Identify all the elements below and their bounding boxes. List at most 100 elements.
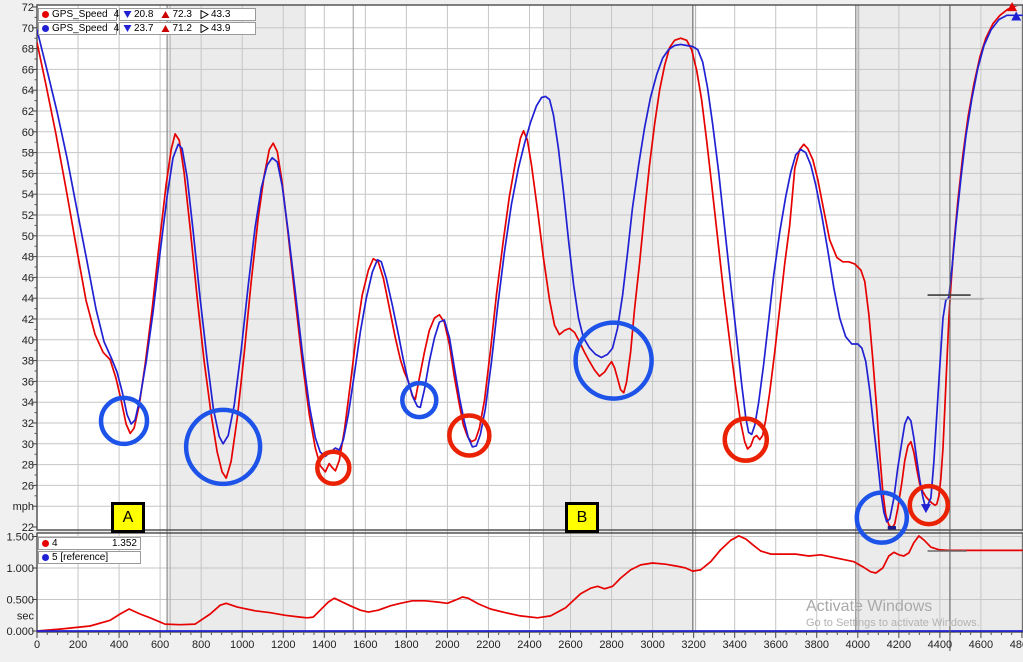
red-annotation-circle[interactable] [315, 449, 352, 486]
axis-tick-label: 28 [22, 460, 34, 472]
annotation-label-b-text: B [576, 508, 588, 526]
avg-value: 43.3 [210, 9, 231, 20]
blue-annotation-circle[interactable] [573, 320, 654, 401]
annotation-label-b[interactable]: B [565, 502, 599, 533]
axis-tick-label: 32 [22, 418, 34, 430]
axis-tick-label: 0.000 [6, 626, 34, 638]
trace-gps-speed-lap-4[interactable] [37, 4, 1022, 529]
delta-channel-2[interactable]: 5 [reference] [38, 551, 141, 564]
axis-tick-label: 2600 [558, 639, 582, 651]
series-dot-blue-icon [42, 554, 49, 561]
axis-tick-label: 1200 [271, 639, 295, 651]
channel-name: 4 [52, 538, 58, 549]
sector-separators [166, 5, 860, 632]
min-value: 23.7 [134, 23, 154, 34]
axis-tick-label: 4400 [928, 639, 952, 651]
axis-tick-label: 66 [22, 64, 34, 76]
avg-value: 43.9 [210, 23, 231, 34]
axis-tick-label: 2400 [517, 639, 541, 651]
axis-tick-label: 22 [22, 522, 34, 534]
blue-annotation-circle[interactable] [400, 380, 439, 420]
blue-annotation-circle[interactable] [98, 395, 150, 447]
series-dot-blue-icon [42, 25, 49, 32]
axis-tick-label: 200 [69, 639, 87, 651]
axis-tick-label: 0.500 [6, 595, 34, 607]
axis-tick-label: 62 [22, 106, 34, 118]
speed-stats-1[interactable]: 20.8 72.3 43.3 [119, 8, 256, 21]
axis-tick-label: 3200 [681, 639, 705, 651]
channel-name: GPS_Speed [52, 9, 108, 20]
series-dot-red-icon [42, 540, 49, 547]
axis-tick-label: 68 [22, 44, 34, 56]
avg-triangle-icon [200, 24, 209, 33]
delta-channel-1[interactable]: 4 1.352 [38, 537, 141, 550]
max-triangle-icon [161, 11, 170, 18]
axis-tick-label: 54 [22, 189, 34, 201]
axis-tick-label: 4000 [846, 639, 870, 651]
axis-tick-label: 40 [22, 335, 34, 347]
red-annotation-circle[interactable] [722, 416, 770, 463]
min-point-marker-icon [920, 504, 931, 514]
axis-tick-label: 4200 [887, 639, 911, 651]
axis-tick-label: 46 [22, 272, 34, 284]
axis-tick-label: 34 [22, 397, 34, 409]
max-point-marker-icon [1007, 2, 1018, 12]
speed-channel-2[interactable]: GPS_Speed 44.3 [38, 22, 133, 35]
axis-tick-label: 38 [22, 356, 34, 368]
max-value: 71.2 [172, 23, 192, 34]
axis-tick-label: 70 [22, 23, 34, 35]
axis-tick-label: 0 [34, 639, 40, 651]
series-dot-red-icon [42, 11, 49, 18]
speed-legend: GPS_Speed 44.4 20.8 72.3 43.3 GPS_Speed … [38, 8, 256, 35]
axis-tick-label: 36 [22, 376, 34, 388]
series-curves [36, 4, 1023, 632]
avg-triangle-icon [200, 10, 209, 19]
axis-tick-label: 1.500 [6, 532, 34, 544]
axis-tick-label: 400 [110, 639, 128, 651]
axis-tick-label: 1800 [394, 639, 418, 651]
axis-tick-label: 3600 [763, 639, 787, 651]
blue-annotation-circle[interactable] [854, 490, 910, 545]
axis-labels: 7270686664626058565452504846444240383634… [6, 2, 1023, 651]
axis-tick-label: 60 [22, 127, 34, 139]
clipped-min-marker [887, 526, 896, 530]
speed-legend-row-2: GPS_Speed 44.3 23.7 71.2 43.9 [38, 22, 256, 35]
delta-plot-border [36, 532, 1023, 633]
max-point-marker-icon [1011, 11, 1022, 21]
axis-tick-label: 1400 [312, 639, 336, 651]
max-value: 72.3 [172, 9, 192, 20]
speed-stats-2[interactable]: 23.7 71.2 43.9 [119, 22, 256, 35]
channel-value: 1.352 [111, 538, 137, 549]
red-annotation-circle[interactable] [447, 413, 492, 458]
annotation-circles [98, 320, 951, 545]
axis-tick-label: 52 [22, 210, 34, 222]
axis-tick-label: sec [17, 610, 35, 622]
delta-legend-row-1: 4 1.352 [38, 537, 141, 550]
axis-tick-label: 48 [22, 252, 34, 264]
axis-tick-label: 2200 [476, 639, 500, 651]
axis-tick-label: mph [13, 501, 34, 513]
speed-channel-1[interactable]: GPS_Speed 44.4 [38, 8, 133, 21]
axis-tick-label: 1600 [353, 639, 377, 651]
axis-tick-label: 64 [22, 85, 34, 97]
axis-tick-label: 800 [192, 639, 210, 651]
axis-tick-label: 44 [22, 293, 34, 305]
blue-annotation-circle[interactable] [183, 407, 263, 487]
axis-tick-label: 50 [22, 231, 34, 243]
axis-tick-label: 3000 [640, 639, 664, 651]
delta-legend: 4 1.352 5 [reference] [38, 537, 141, 564]
channel-name: GPS_Speed [52, 23, 108, 34]
red-annotation-circle[interactable] [907, 483, 951, 527]
axis-tick-label: 72 [22, 2, 34, 14]
trace-time-delta-lap-4[interactable] [36, 535, 1023, 632]
axis-tick-label: 42 [22, 314, 34, 326]
axis-tick-label: 3400 [722, 639, 746, 651]
annotation-label-a[interactable]: A [111, 502, 145, 533]
axis-tick-label: 30 [22, 439, 34, 451]
axis-tick-label: 3800 [805, 639, 829, 651]
channel-name: 5 [reference] [52, 552, 109, 563]
trace-gps-speed-lap-5-reference[interactable] [37, 14, 1023, 523]
min-value: 20.8 [134, 9, 154, 20]
